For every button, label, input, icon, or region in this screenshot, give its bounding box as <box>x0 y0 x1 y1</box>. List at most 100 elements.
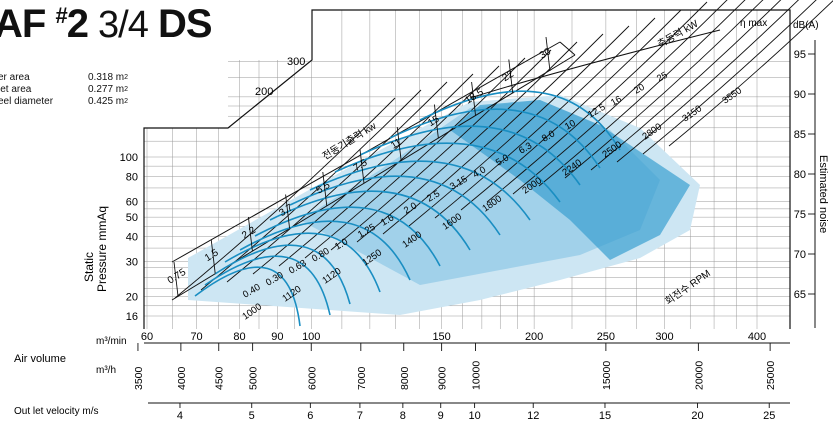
spec-value: 0.425 m <box>88 96 125 107</box>
noise-tick-label: 90 <box>794 89 806 101</box>
cmh-tick-label: 7000 <box>356 366 368 390</box>
rpm-curve <box>359 125 581 186</box>
rpm-label: 3150 <box>680 103 704 124</box>
velocity-tick-label: 5 <box>249 410 255 422</box>
spec-unit-sup: 2 <box>124 74 129 81</box>
shaft-power-title: 축동력 kW <box>656 18 701 51</box>
velocity-tick-label: 12 <box>527 410 539 422</box>
velocity-tick-label: 20 <box>691 410 703 422</box>
velocity-tick-label: 6 <box>307 410 313 422</box>
title-hash: # <box>55 3 67 28</box>
velocity-tick-label: 7 <box>357 410 363 422</box>
system-resistance-curve <box>356 41 578 243</box>
cmh-tick-label: 20000 <box>693 361 705 390</box>
eta-max-label: η max <box>740 18 767 29</box>
operating-zone-dark <box>450 100 690 260</box>
page-title: AF #2 3/4 DS <box>0 2 213 47</box>
cmh-tick-label: 5000 <box>248 366 260 390</box>
rpm-curve <box>194 266 301 327</box>
system-resistance-curve <box>174 97 396 299</box>
rpm-curve <box>204 255 331 316</box>
system-resistance-curve <box>512 0 728 195</box>
noise-tick-label: 85 <box>794 129 806 141</box>
system-resistance-curve <box>642 0 817 155</box>
spec-value: 0.277 m <box>88 84 125 95</box>
side-value: 200 <box>255 86 273 98</box>
noise-tick-label: 65 <box>794 289 806 301</box>
noise-axis-unit: dB(A) <box>793 20 819 31</box>
system-resistance-curve <box>408 25 630 227</box>
cmm-tick-label: 60 <box>141 331 153 343</box>
y-tick-label: 50 <box>126 212 138 224</box>
system-resistance-curve <box>460 9 682 211</box>
system-resistance-curve <box>226 81 448 283</box>
spec-value: 0.318 m <box>88 72 125 83</box>
title-number: 2 <box>66 2 99 46</box>
system-resistance-curve <box>434 17 656 219</box>
power-scale-tick <box>545 36 551 72</box>
power-scale-tick <box>210 239 216 274</box>
title-suffix: DS <box>147 2 213 46</box>
rpm-label: 3550 <box>720 85 744 106</box>
power-scale-tick <box>508 59 514 94</box>
cmm-tick-label: 200 <box>525 331 543 343</box>
velocity-tick-label: 4 <box>177 410 183 422</box>
cmm-tick-label: 400 <box>748 331 766 343</box>
system-resistance-curve <box>538 0 746 187</box>
cmh-tick-label: 15000 <box>601 361 613 390</box>
cmh-tick-label: 3500 <box>133 366 145 390</box>
y-tick-label: 80 <box>126 171 138 183</box>
y-tick-label: 16 <box>126 311 138 323</box>
velocity-tick-label: 9 <box>438 410 444 422</box>
cmm-axis-unit: m³/min <box>96 336 127 347</box>
noise-tick-label: 75 <box>794 209 806 221</box>
cmh-axis-unit: m³/h <box>96 365 116 376</box>
cmh-tick-label: 9000 <box>437 366 449 390</box>
shaft-power-label: 20 <box>632 82 647 97</box>
power-scale-tick <box>471 81 477 117</box>
spec-unit-sup: 2 <box>124 98 129 105</box>
shaft-power-label: 16 <box>609 94 624 109</box>
y-axis-label-1: Static <box>82 252 96 282</box>
cmm-tick-label: 80 <box>233 331 245 343</box>
spec-label: let area <box>0 84 32 95</box>
system-resistance-curve <box>590 0 782 171</box>
rpm-title: 회전수 RPM <box>663 267 713 307</box>
spec-label: er area <box>0 72 30 83</box>
noise-tick-label: 70 <box>794 249 806 261</box>
power-scale-tick <box>359 149 365 184</box>
power-scale-tick <box>247 216 253 252</box>
power-scale-tick <box>322 171 328 207</box>
rpm-curve <box>334 142 561 203</box>
chart-frame <box>143 9 791 329</box>
power-scale-tick <box>396 126 402 162</box>
velocity-tick-label: 10 <box>468 410 480 422</box>
y-tick-label: 60 <box>126 196 138 208</box>
cmm-tick-label: 150 <box>432 331 450 343</box>
system-resistance-curve <box>616 0 800 163</box>
spec-unit-sup: 2 <box>124 86 129 93</box>
y-axis-label-2: Pressure mmAq <box>95 206 109 292</box>
system-resistance-curve <box>564 0 764 179</box>
rpm-curve <box>214 244 351 305</box>
rpm-curve <box>309 160 531 221</box>
power-scale-label: 22 <box>501 69 517 84</box>
velocity-tick-label: 8 <box>400 410 406 422</box>
cmm-tick-label: 90 <box>271 331 283 343</box>
y-tick-label: 20 <box>126 292 138 304</box>
air-volume-label: Air volume <box>14 353 66 365</box>
cmm-tick-label: 70 <box>190 331 202 343</box>
system-resistance-curve <box>304 57 526 259</box>
y-tick-label: 30 <box>126 256 138 268</box>
y-tick-label: 100 <box>120 152 138 164</box>
power-scale-tick <box>285 194 291 229</box>
cmm-tick-label: 250 <box>597 331 615 343</box>
power-scale-tick <box>173 261 179 297</box>
cmh-tick-label: 6000 <box>306 366 318 390</box>
velocity-axis-label: Out let velocity m/s <box>14 406 98 417</box>
